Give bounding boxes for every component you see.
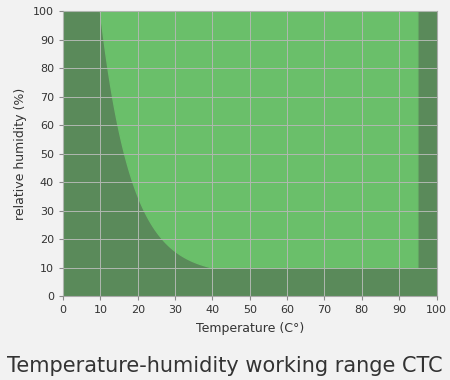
Y-axis label: relative humidity (%): relative humidity (%) <box>14 88 27 220</box>
Polygon shape <box>100 11 418 268</box>
Text: Temperature-humidity working range CTC: Temperature-humidity working range CTC <box>7 356 443 376</box>
X-axis label: Temperature (C°): Temperature (C°) <box>196 322 304 336</box>
